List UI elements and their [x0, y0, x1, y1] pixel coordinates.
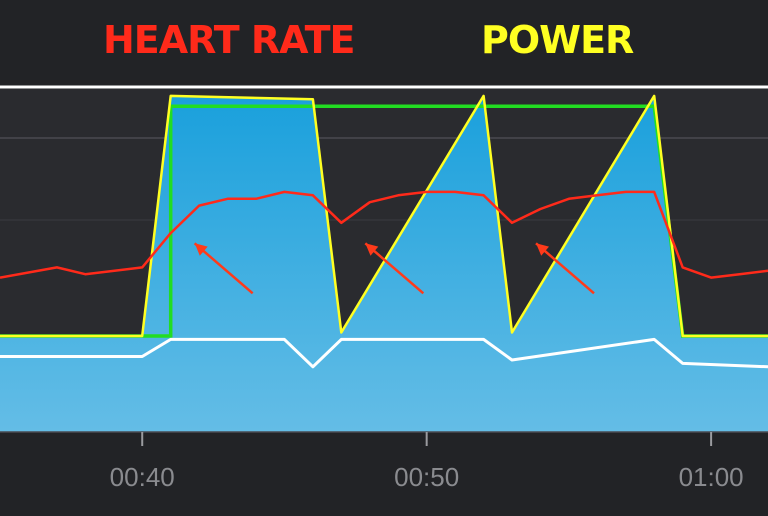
annotation-arrow-3 [535, 242, 595, 295]
annotation-arrowhead-2 [365, 243, 379, 256]
heart-rate-series-line [0, 190, 768, 279]
x-tick-label: 00:40 [109, 462, 175, 492]
power-area-fill [0, 95, 768, 433]
annotation-arrow-2 [364, 242, 425, 295]
x-tick-label: 00:50 [394, 462, 460, 492]
annotation-arrow-1 [193, 242, 254, 295]
secondary-series-line [0, 337, 768, 369]
x-tick-label: 01:00 [678, 462, 744, 492]
annotation-arrowhead-3 [536, 243, 549, 256]
annotation-arrowhead-1 [194, 243, 208, 256]
power-series-line [0, 94, 768, 338]
legend-power: POWER [481, 18, 634, 62]
legend-heart-rate: HEART RATE [103, 18, 355, 62]
